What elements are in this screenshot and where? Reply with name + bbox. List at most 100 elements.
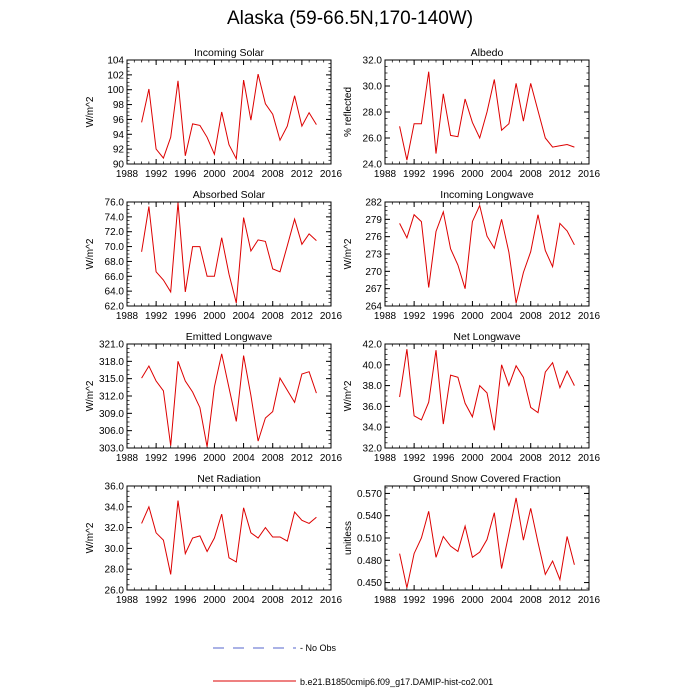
y-tick-label: 96 <box>113 115 125 126</box>
x-tick-label: 2012 <box>549 311 572 322</box>
y-tick-label: 318.0 <box>99 357 124 368</box>
x-tick-label: 2000 <box>203 595 226 606</box>
x-tick-label: 2012 <box>291 453 314 464</box>
y-axis-label: W/m^2 <box>343 380 354 411</box>
panel-title: Incoming Longwave <box>440 189 534 201</box>
plot-frame <box>384 343 590 449</box>
y-tick-label: 0.540 <box>357 511 382 522</box>
x-tick-label: 2016 <box>320 169 343 180</box>
x-tick-label: 2008 <box>520 169 543 180</box>
x-tick-label: 1996 <box>432 453 455 464</box>
page-title: Alaska (59-66.5N,170-140W) <box>226 8 474 29</box>
y-tick-label: 98 <box>113 100 125 111</box>
x-tick-label: 2004 <box>232 311 255 322</box>
x-tick-label: 1996 <box>174 169 197 180</box>
y-tick-label: 309.0 <box>99 409 124 420</box>
y-tick-label: 270 <box>365 267 382 278</box>
panel-title: Ground Snow Covered Fraction <box>413 473 561 485</box>
y-tick-label: 68.0 <box>105 257 125 268</box>
panel-title: Albedo <box>471 47 504 59</box>
panel-title: Absorbed Solar <box>193 189 266 201</box>
x-tick-label: 2008 <box>262 595 285 606</box>
y-tick-label: 72.0 <box>105 227 125 238</box>
y-axis-label: W/m^2 <box>85 96 96 127</box>
x-tick-label: 2004 <box>232 453 255 464</box>
x-tick-label: 2016 <box>578 169 601 180</box>
x-tick-label: 2008 <box>262 169 285 180</box>
x-tick-label: 2016 <box>578 595 601 606</box>
y-tick-label: 279 <box>365 215 382 226</box>
y-axis-label: W/m^2 <box>85 238 96 269</box>
y-tick-label: 267 <box>365 284 382 295</box>
plot-frame <box>384 201 590 307</box>
y-tick-label: 312.0 <box>99 392 124 403</box>
x-tick-label: 1988 <box>374 595 397 606</box>
x-tick-label: 2004 <box>232 595 255 606</box>
y-tick-label: 276 <box>365 232 382 243</box>
legend-model-label: b.e21.B1850cmip6.f09_g17.DAMIP-hist-co2.… <box>300 677 494 687</box>
x-tick-label: 2000 <box>461 311 484 322</box>
x-tick-label: 2012 <box>291 169 314 180</box>
chart-panel: Net Radiation W/m^2 1988 1992 1996 2000 2004 20… <box>85 473 343 606</box>
plot-frame <box>126 485 332 591</box>
x-tick-label: 1996 <box>174 311 197 322</box>
x-tick-label: 1992 <box>403 595 426 606</box>
series-line <box>399 71 575 161</box>
y-tick-label: 70.0 <box>105 242 125 253</box>
series-line <box>399 349 575 431</box>
series-line <box>141 73 317 161</box>
x-tick-label: 1988 <box>116 169 139 180</box>
x-tick-label: 1988 <box>116 595 139 606</box>
y-tick-label: 282 <box>365 198 382 209</box>
legend-obs-label: - No Obs <box>300 643 337 653</box>
x-tick-label: 2000 <box>461 595 484 606</box>
x-tick-label: 2000 <box>461 453 484 464</box>
x-tick-label: 2012 <box>549 595 572 606</box>
x-tick-label: 2004 <box>490 169 513 180</box>
y-tick-label: 36.0 <box>105 482 125 493</box>
x-tick-label: 1996 <box>174 453 197 464</box>
x-tick-label: 2000 <box>203 453 226 464</box>
x-tick-label: 2000 <box>461 169 484 180</box>
y-tick-label: 32.0 <box>105 523 125 534</box>
y-tick-label: 100 <box>107 85 124 96</box>
x-tick-label: 2016 <box>578 453 601 464</box>
y-axis-label: % reflected <box>343 87 354 137</box>
x-tick-label: 2016 <box>578 311 601 322</box>
x-tick-label: 2016 <box>320 595 343 606</box>
x-tick-label: 2000 <box>203 169 226 180</box>
y-tick-label: 66.0 <box>105 272 125 283</box>
y-tick-label: 62.0 <box>105 302 125 313</box>
y-tick-label: 28.0 <box>105 565 125 576</box>
x-tick-label: 2008 <box>262 311 285 322</box>
x-tick-label: 1992 <box>145 453 168 464</box>
y-tick-label: 32.0 <box>363 56 383 67</box>
y-tick-label: 26.0 <box>105 586 125 597</box>
y-tick-label: 76.0 <box>105 198 125 209</box>
x-tick-label: 2004 <box>232 169 255 180</box>
y-tick-label: 38.0 <box>363 381 383 392</box>
series-line <box>141 500 317 575</box>
chart-panel: Absorbed Solar W/m^2 1988 1992 1996 2000 2004 2… <box>85 189 343 322</box>
x-tick-label: 2012 <box>291 595 314 606</box>
plot-frame <box>126 201 332 307</box>
y-tick-label: 273 <box>365 250 382 261</box>
x-tick-label: 2000 <box>203 311 226 322</box>
y-axis-label: unitless <box>343 521 354 555</box>
y-tick-label: 104 <box>107 56 124 67</box>
x-tick-label: 2004 <box>490 453 513 464</box>
x-tick-label: 2012 <box>291 311 314 322</box>
chart-panel: Ground Snow Covered Fraction unitless 1988… <box>343 473 601 606</box>
x-tick-label: 1996 <box>432 311 455 322</box>
x-tick-label: 2008 <box>520 595 543 606</box>
x-tick-label: 1992 <box>403 453 426 464</box>
y-tick-label: 34.0 <box>105 502 125 513</box>
series-line <box>399 497 575 588</box>
y-tick-label: 0.570 <box>357 489 382 500</box>
y-tick-label: 90 <box>113 160 125 171</box>
y-tick-label: 315.0 <box>99 374 124 385</box>
panel-title: Net Longwave <box>453 331 520 343</box>
plot-frame <box>126 343 332 449</box>
y-tick-label: 92 <box>113 145 125 156</box>
